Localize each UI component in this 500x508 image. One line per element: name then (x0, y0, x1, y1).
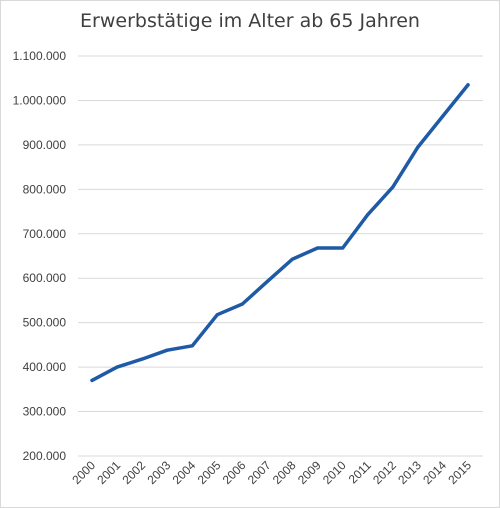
x-tick-label: 2001 (94, 458, 123, 487)
data-point (265, 279, 270, 283)
x-tick-label: 2010 (320, 458, 349, 487)
data-point (165, 348, 169, 352)
y-tick-label: 500.000 (23, 316, 67, 330)
x-tick-label: 2003 (145, 458, 174, 487)
data-point (441, 114, 445, 118)
x-tick-label: 2002 (119, 458, 148, 487)
x-axis-tick-labels: 2000200120022003200420052006200720082009… (69, 458, 474, 487)
x-tick-label: 2014 (420, 458, 449, 487)
data-point (115, 365, 119, 369)
x-tick-label: 2004 (170, 458, 199, 487)
chart-title: Erwerbstätige im Alter ab 65 Jahren (80, 10, 420, 32)
series-line (90, 83, 470, 383)
data-point (140, 357, 144, 361)
x-tick-label: 2015 (445, 458, 474, 487)
data-point (391, 185, 395, 189)
data-point (341, 246, 345, 250)
x-tick-label: 2013 (395, 458, 424, 487)
data-point (316, 246, 320, 250)
y-tick-label: 900.000 (23, 138, 67, 152)
y-tick-label: 300.000 (23, 405, 67, 419)
x-tick-label: 2000 (69, 458, 98, 487)
y-tick-label: 200.000 (23, 449, 67, 463)
y-axis-tick-labels: 200.000 300.000 400.000 500.000 600.000 700.0… (13, 49, 67, 463)
x-tick-label: 2012 (370, 458, 399, 487)
x-tick-label: 2008 (270, 458, 299, 487)
y-tick-label: 1.000.000 (13, 93, 67, 107)
data-point (90, 378, 94, 383)
x-tick-label: 2006 (220, 458, 249, 487)
x-tick-label: 2007 (245, 458, 274, 487)
data-point (416, 145, 420, 149)
y-tick-label: 800.000 (23, 182, 67, 196)
data-point (466, 83, 470, 87)
y-tick-label: 400.000 (23, 360, 67, 374)
x-tick-label: 2009 (295, 458, 324, 487)
x-tick-label: 2005 (195, 458, 224, 487)
y-tick-label: 700.000 (23, 227, 67, 241)
x-tick-label: 2011 (346, 458, 374, 486)
series-layer (90, 83, 470, 383)
y-tick-label: 1.100.000 (13, 49, 67, 63)
data-point (190, 344, 194, 348)
data-point (366, 213, 370, 217)
data-point (240, 302, 244, 306)
data-point (290, 257, 295, 261)
gridlines (78, 55, 483, 457)
y-tick-label: 600.000 (23, 271, 67, 285)
data-point (215, 313, 219, 317)
